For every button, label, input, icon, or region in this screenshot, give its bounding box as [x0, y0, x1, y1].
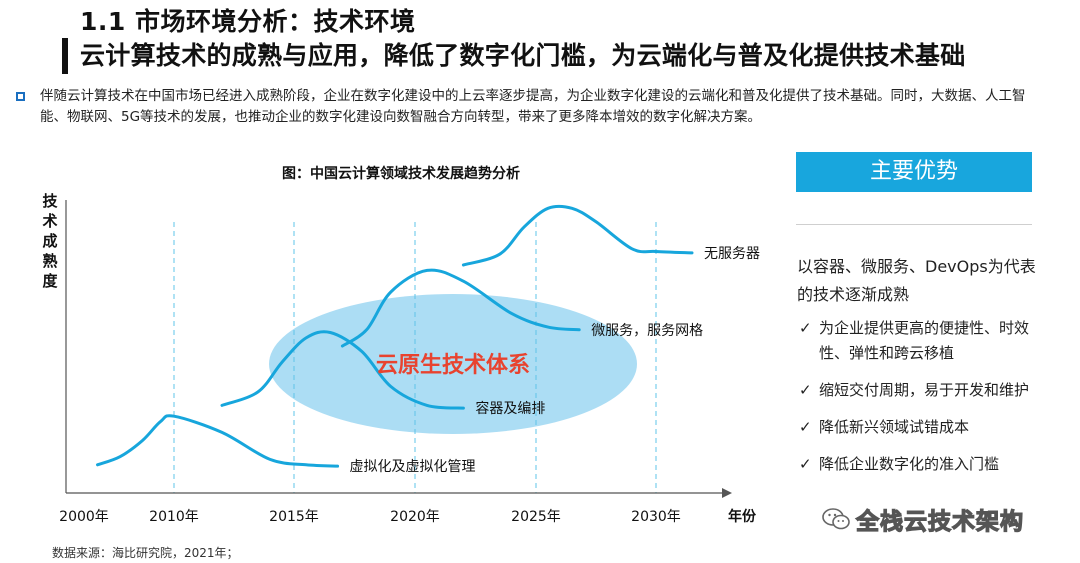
series-label: 无服务器 — [704, 246, 760, 262]
x-tick-label: 2015年 — [269, 509, 319, 525]
advantages-lead: 以容器、微服务、DevOps为代表的技术逐渐成熟 — [797, 257, 1036, 304]
x-axis-label: 年份 — [728, 508, 757, 525]
series-line-4 — [461, 204, 694, 267]
advantages-list: ✓ 为企业提供更高的便捷性、时效性、弹性和跨云移植 ✓ 缩短交付周期，易于开发和维护… — [797, 316, 1057, 489]
advantages-divider — [796, 224, 1032, 225]
wechat-icon — [822, 508, 850, 530]
title-accent-bar — [62, 38, 68, 74]
wechat-watermark: 全栈云技术架构 — [822, 502, 1024, 536]
check-icon: ✓ — [799, 381, 812, 399]
cloud-native-label: 云原生技术体系 — [376, 353, 530, 378]
check-icon: ✓ — [799, 319, 812, 337]
advantages-header: 主要优势 — [796, 152, 1032, 192]
square-bullet-icon — [16, 92, 25, 101]
series-label: 虚拟化及虚拟化管理 — [350, 459, 476, 475]
x-tick-label: 2010年 — [149, 509, 199, 525]
x-tick-label: 2020年 — [390, 509, 440, 525]
trend-chart: 2000年 2010年 2015年 2020年 2025年 2030年 年份 技术成熟度虚拟化… — [42, 192, 760, 525]
advantage-item: ✓ 缩短交付周期，易于开发和维护 — [797, 378, 1057, 403]
series-line-1 — [96, 414, 340, 468]
advantage-item: ✓ 为企业提供更高的便捷性、时效性、弹性和跨云移植 — [797, 316, 1057, 366]
y-axis-label: 技术成熟度 — [42, 192, 58, 290]
series-label: 容器及编排 — [475, 400, 545, 417]
check-icon: ✓ — [799, 455, 812, 473]
advantage-text: 降低新兴领域试错成本 — [819, 418, 970, 436]
x-tick-label: 2025年 — [511, 509, 561, 525]
x-tick-label: 2030年 — [631, 509, 681, 525]
page-subtitle: 云计算技术的成熟与应用，降低了数字化门槛，为云端化与普及化提供技术基础 — [80, 41, 966, 70]
x-axis-arrow-icon — [722, 488, 732, 498]
advantage-item: ✓ 降低企业数字化的准入门槛 — [797, 452, 1057, 477]
series-line-2 — [220, 330, 465, 410]
intro-paragraph: 伴随云计算技术在中国市场已经进入成熟阶段，企业在数字化建设中的上云率逐步提高，为… — [40, 88, 1026, 125]
advantage-text: 为企业提供更高的便捷性、时效性、弹性和跨云移植 — [819, 319, 1030, 362]
series-label: 微服务，服务网格 — [591, 323, 703, 339]
advantage-item: ✓ 降低新兴领域试错成本 — [797, 415, 1057, 440]
cloud-native-highlight-ellipse — [269, 294, 637, 434]
advantage-text: 降低企业数字化的准入门槛 — [819, 455, 1000, 473]
page-title: 1.1 市场环境分析：技术环境 — [80, 7, 416, 36]
series-line-3 — [340, 268, 581, 348]
wechat-watermark-text: 全栈云技术架构 — [855, 508, 1024, 535]
x-tick-label: 2000年 — [59, 509, 109, 525]
check-icon: ✓ — [799, 418, 812, 436]
advantage-text: 缩短交付周期，易于开发和维护 — [819, 381, 1030, 399]
data-source-note: 数据来源：海比研究院，2021年； — [52, 546, 239, 560]
chart-title: 图：中国云计算领域技术发展趋势分析 — [282, 166, 520, 182]
